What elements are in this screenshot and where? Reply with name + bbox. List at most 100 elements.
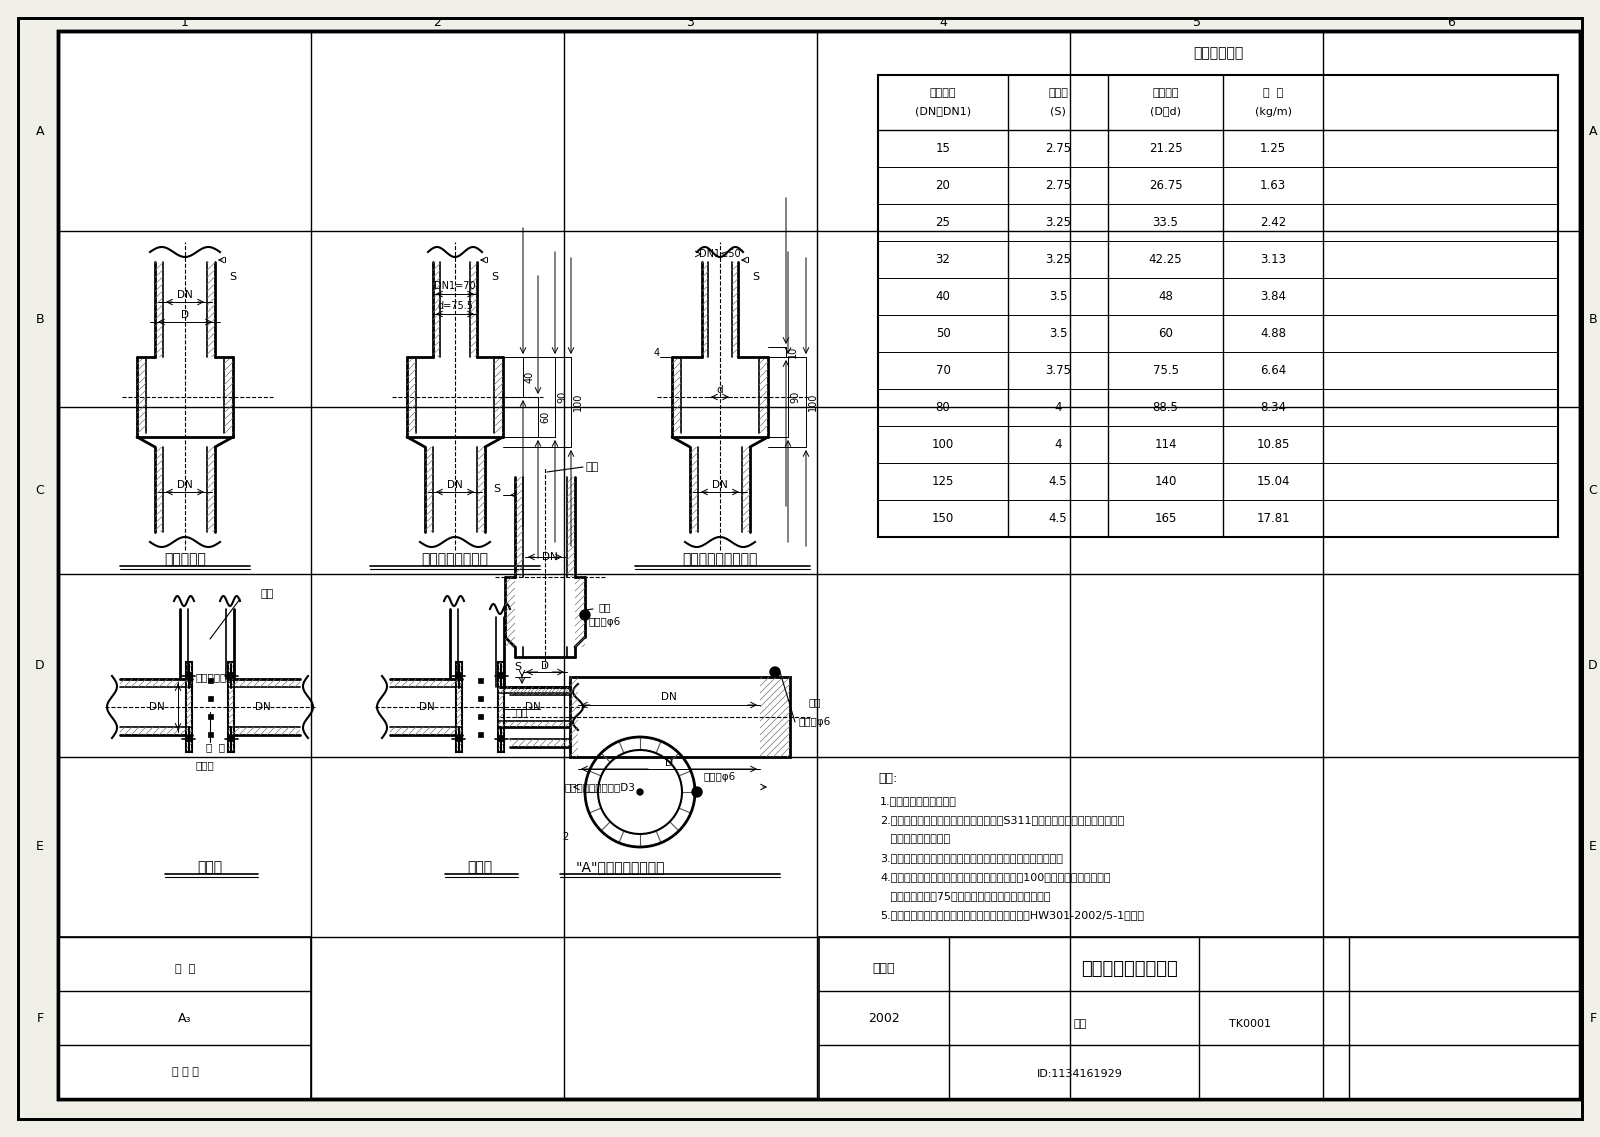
- Text: 会 签 栏: 会 签 栏: [171, 1067, 198, 1077]
- Text: 1.25: 1.25: [1259, 142, 1286, 155]
- Bar: [186, 662, 192, 752]
- Text: (S): (S): [1050, 107, 1066, 116]
- Text: 48: 48: [1158, 290, 1173, 302]
- Text: 15.04: 15.04: [1256, 475, 1290, 488]
- Bar: [819, 937, 1581, 1099]
- Text: 2: 2: [562, 832, 568, 843]
- Text: S: S: [229, 272, 237, 282]
- Text: D: D: [1589, 659, 1598, 672]
- Circle shape: [229, 736, 234, 741]
- Text: 钢管与铸铁管连接图: 钢管与铸铁管连接图: [1082, 960, 1178, 978]
- Text: 3.25: 3.25: [1045, 216, 1070, 229]
- Text: S: S: [752, 272, 760, 282]
- Text: d: d: [717, 385, 723, 395]
- Text: 图  幅: 图 幅: [174, 964, 195, 974]
- Text: C: C: [35, 484, 45, 497]
- Text: S: S: [493, 484, 501, 493]
- Text: 2002: 2002: [869, 1013, 899, 1026]
- Text: 100: 100: [808, 392, 818, 412]
- Text: DN: DN: [712, 480, 728, 490]
- Text: 33.5: 33.5: [1152, 216, 1179, 229]
- Text: 4.5: 4.5: [1048, 475, 1067, 488]
- Text: 附注:: 附注:: [878, 772, 898, 786]
- Text: 近似外径: 近似外径: [1152, 89, 1179, 99]
- Text: 1.本图尺寸均以毫米计。: 1.本图尺寸均以毫米计。: [880, 796, 957, 806]
- Text: (D或d): (D或d): [1150, 107, 1181, 116]
- Bar: [477, 714, 483, 719]
- Text: 3: 3: [686, 16, 694, 28]
- Text: 焊接钢法兰盘: 焊接钢法兰盘: [195, 672, 232, 682]
- Bar: [456, 662, 462, 752]
- Text: 焊接: 焊接: [598, 601, 611, 612]
- Text: 21.25: 21.25: [1149, 142, 1182, 155]
- Text: S: S: [491, 272, 499, 282]
- Text: 3.25: 3.25: [1045, 254, 1070, 266]
- Text: D: D: [181, 310, 189, 319]
- Bar: [477, 731, 483, 737]
- Text: 件，变更管径在75以下者，采用套管或异形平接头。: 件，变更管径在75以下者，采用套管或异形平接头。: [880, 891, 1050, 901]
- Text: D: D: [35, 659, 45, 672]
- Bar: [477, 678, 483, 682]
- Text: S: S: [515, 662, 522, 672]
- Circle shape: [186, 672, 192, 679]
- Bar: [570, 677, 790, 757]
- Text: 5.承插口填料尺寸，与铸铁管承插，接口相同详见HW301-2002/5-1号图。: 5.承插口填料尺寸，与铸铁管承插，接口相同详见HW301-2002/5-1号图。: [880, 910, 1144, 920]
- Circle shape: [498, 672, 504, 679]
- Text: 3.84: 3.84: [1261, 290, 1286, 302]
- Text: F: F: [37, 1012, 43, 1024]
- Text: 4: 4: [1054, 401, 1062, 414]
- Text: 4.88: 4.88: [1261, 327, 1286, 340]
- Text: 90: 90: [557, 391, 566, 404]
- Text: 32: 32: [936, 254, 950, 266]
- Text: 40: 40: [525, 371, 534, 383]
- Circle shape: [637, 789, 643, 795]
- Text: 17.81: 17.81: [1256, 512, 1290, 525]
- Text: A₃: A₃: [178, 1013, 192, 1026]
- Text: (kg/m): (kg/m): [1254, 107, 1291, 116]
- Circle shape: [186, 736, 192, 741]
- Text: C: C: [1589, 484, 1597, 497]
- Text: 75.5: 75.5: [1152, 364, 1179, 377]
- Circle shape: [456, 672, 462, 679]
- Circle shape: [770, 667, 781, 677]
- Text: DN: DN: [178, 290, 194, 300]
- Circle shape: [456, 736, 462, 741]
- Text: 2.42: 2.42: [1259, 216, 1286, 229]
- Text: E: E: [1589, 840, 1597, 854]
- Text: 5: 5: [1192, 16, 1200, 28]
- Text: 15: 15: [936, 142, 950, 155]
- Text: DN1≤50: DN1≤50: [699, 249, 741, 259]
- Text: DN: DN: [525, 702, 541, 712]
- Text: 3.75: 3.75: [1045, 364, 1070, 377]
- Text: B: B: [1589, 313, 1597, 325]
- Text: 变更管径异形平接头: 变更管径异形平接头: [682, 551, 758, 566]
- Text: 圆钢圈φ6: 圆钢圈φ6: [589, 617, 621, 626]
- Bar: [229, 662, 234, 752]
- Text: 40: 40: [936, 290, 950, 302]
- Text: DN: DN: [446, 480, 462, 490]
- Text: d=75.5: d=75.5: [437, 301, 474, 312]
- Text: ID:1134161929: ID:1134161929: [1037, 1069, 1123, 1079]
- Text: B: B: [35, 313, 45, 325]
- Text: DN: DN: [661, 692, 677, 702]
- Text: 应不大于铸铁管插口D3: 应不大于铸铁管插口D3: [565, 782, 635, 792]
- Text: DN1=70: DN1=70: [434, 281, 475, 291]
- Text: 3.钢管与铸铁管承插连接，钢管插口应加焊凸榫详见大样图。: 3.钢管与铸铁管承插连接，钢管插口应加焊凸榫详见大样图。: [880, 853, 1062, 863]
- Text: 60: 60: [541, 410, 550, 423]
- Bar: [208, 731, 213, 737]
- Text: F: F: [1589, 1012, 1597, 1024]
- Text: 114: 114: [1154, 438, 1176, 451]
- Text: 焊接: 焊接: [808, 697, 821, 707]
- Text: 50: 50: [936, 327, 950, 340]
- Text: 100: 100: [931, 438, 954, 451]
- Text: 25: 25: [936, 216, 950, 229]
- Text: 异径管: 异径管: [467, 860, 493, 874]
- Text: 4: 4: [1054, 438, 1062, 451]
- Text: DN: DN: [419, 702, 435, 712]
- Text: (DN或DN1): (DN或DN1): [915, 107, 971, 116]
- Text: 图号: 图号: [1074, 1019, 1086, 1029]
- Text: 8.34: 8.34: [1261, 401, 1286, 414]
- Text: A: A: [1589, 124, 1597, 138]
- Text: DN: DN: [149, 702, 165, 712]
- Bar: [878, 75, 1558, 537]
